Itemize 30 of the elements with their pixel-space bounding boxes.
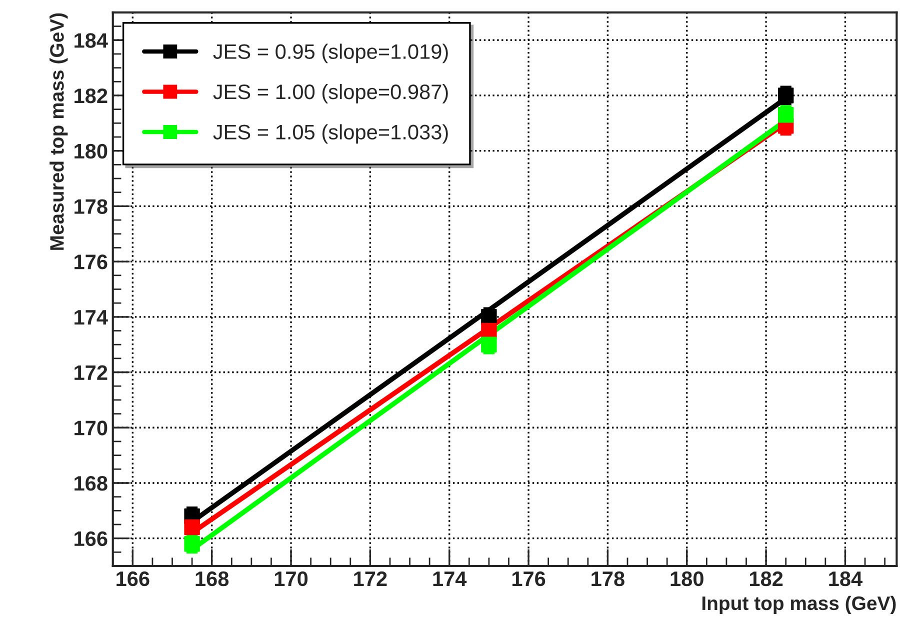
y-tick-label: 176 <box>74 254 108 270</box>
x-tick-label: 184 <box>829 571 862 586</box>
y-tick-label: 170 <box>74 420 108 436</box>
legend-label: JES = 0.95 (slope=1.019) <box>213 44 448 64</box>
point <box>184 519 200 536</box>
y-tick-label: 182 <box>74 88 108 104</box>
y-tick-label: 174 <box>74 310 108 324</box>
x-tick-label: 182 <box>750 571 783 586</box>
legend-label: JES = 1.05 (slope=1.033) <box>213 124 448 144</box>
y-tick-label: 172 <box>74 365 108 380</box>
point <box>481 309 497 325</box>
y-tick-label: 184 <box>74 33 108 48</box>
y-axis-title: Measured top mass (GeV) <box>50 13 68 250</box>
x-tick-label: 170 <box>274 571 308 586</box>
point <box>481 336 497 352</box>
y-tick-label: 168 <box>74 476 108 491</box>
x-tick-label: 166 <box>116 571 150 586</box>
y-tick-label: 180 <box>74 144 108 159</box>
x-tick-label: 180 <box>670 571 704 586</box>
x-tick-label: 168 <box>196 571 229 586</box>
legend-label: JES = 1.00 (slope=0.987) <box>213 84 448 104</box>
y-tick-label: 178 <box>74 199 108 214</box>
point <box>778 106 794 123</box>
point <box>481 322 497 339</box>
x-tick-label: 174 <box>433 572 467 586</box>
y-tick-label: 166 <box>74 531 108 546</box>
x-tick-label: 172 <box>354 571 387 586</box>
x-tick-label: 178 <box>592 571 624 586</box>
x-axis-title: Input top mass (GeV) <box>702 596 896 614</box>
x-tick-label: 176 <box>512 571 546 586</box>
